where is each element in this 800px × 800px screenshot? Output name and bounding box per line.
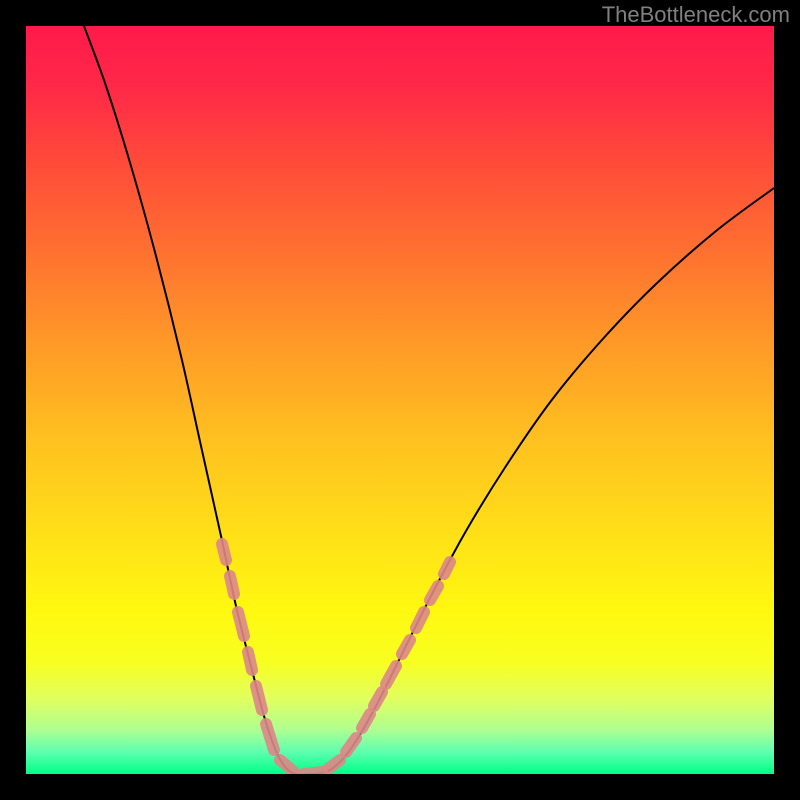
chart-container: [26, 26, 774, 774]
curve-overlay: [26, 26, 774, 774]
bottleneck-curve: [84, 26, 774, 774]
data-markers: [222, 544, 450, 774]
watermark-text: TheBottleneck.com: [602, 2, 790, 28]
